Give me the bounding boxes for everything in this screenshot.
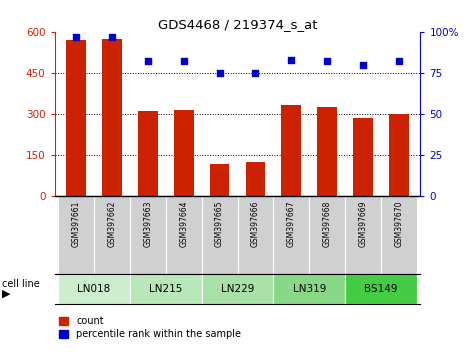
Text: GSM397664: GSM397664	[179, 200, 188, 247]
Text: LN018: LN018	[77, 284, 111, 295]
Point	[180, 59, 188, 64]
Point	[108, 34, 116, 40]
Text: BS149: BS149	[364, 284, 398, 295]
Point	[252, 70, 259, 76]
Bar	[202, 196, 238, 274]
Point	[395, 59, 403, 64]
Bar	[273, 196, 309, 274]
Text: cell line: cell line	[2, 279, 40, 289]
Point	[216, 70, 223, 76]
Text: GSM397668: GSM397668	[323, 200, 332, 247]
Bar	[166, 196, 202, 274]
Point	[323, 59, 331, 64]
Bar	[345, 274, 417, 304]
Bar	[309, 196, 345, 274]
Point	[287, 57, 295, 63]
Text: GSM397663: GSM397663	[143, 200, 152, 247]
Text: LN319: LN319	[293, 284, 326, 295]
Text: GSM397665: GSM397665	[215, 200, 224, 247]
Text: GSM397670: GSM397670	[394, 200, 403, 247]
Bar	[345, 196, 381, 274]
Bar	[94, 196, 130, 274]
Bar	[58, 274, 130, 304]
Bar	[389, 114, 408, 196]
Point	[144, 59, 152, 64]
Legend: count, percentile rank within the sample: count, percentile rank within the sample	[59, 316, 241, 339]
Text: GSM397662: GSM397662	[107, 200, 116, 247]
Point	[72, 34, 80, 40]
Bar	[353, 118, 373, 196]
Bar	[58, 196, 94, 274]
Bar	[273, 274, 345, 304]
Bar	[202, 274, 273, 304]
Bar	[130, 196, 166, 274]
Bar	[246, 162, 266, 196]
Bar	[238, 196, 273, 274]
Text: LN229: LN229	[221, 284, 254, 295]
Bar	[174, 110, 194, 196]
Bar	[209, 164, 229, 196]
Text: GSM397666: GSM397666	[251, 200, 260, 247]
Bar	[138, 112, 158, 196]
Text: GSM397667: GSM397667	[287, 200, 296, 247]
Text: GSM397661: GSM397661	[72, 200, 81, 247]
Bar	[130, 274, 202, 304]
Title: GDS4468 / 219374_s_at: GDS4468 / 219374_s_at	[158, 18, 317, 31]
Bar	[281, 104, 301, 196]
Text: ▶: ▶	[2, 289, 11, 299]
Bar	[381, 196, 417, 274]
Bar	[317, 107, 337, 196]
Text: GSM397669: GSM397669	[359, 200, 368, 247]
Bar	[66, 40, 86, 196]
Bar	[102, 39, 122, 196]
Text: LN215: LN215	[149, 284, 182, 295]
Point	[359, 62, 367, 68]
